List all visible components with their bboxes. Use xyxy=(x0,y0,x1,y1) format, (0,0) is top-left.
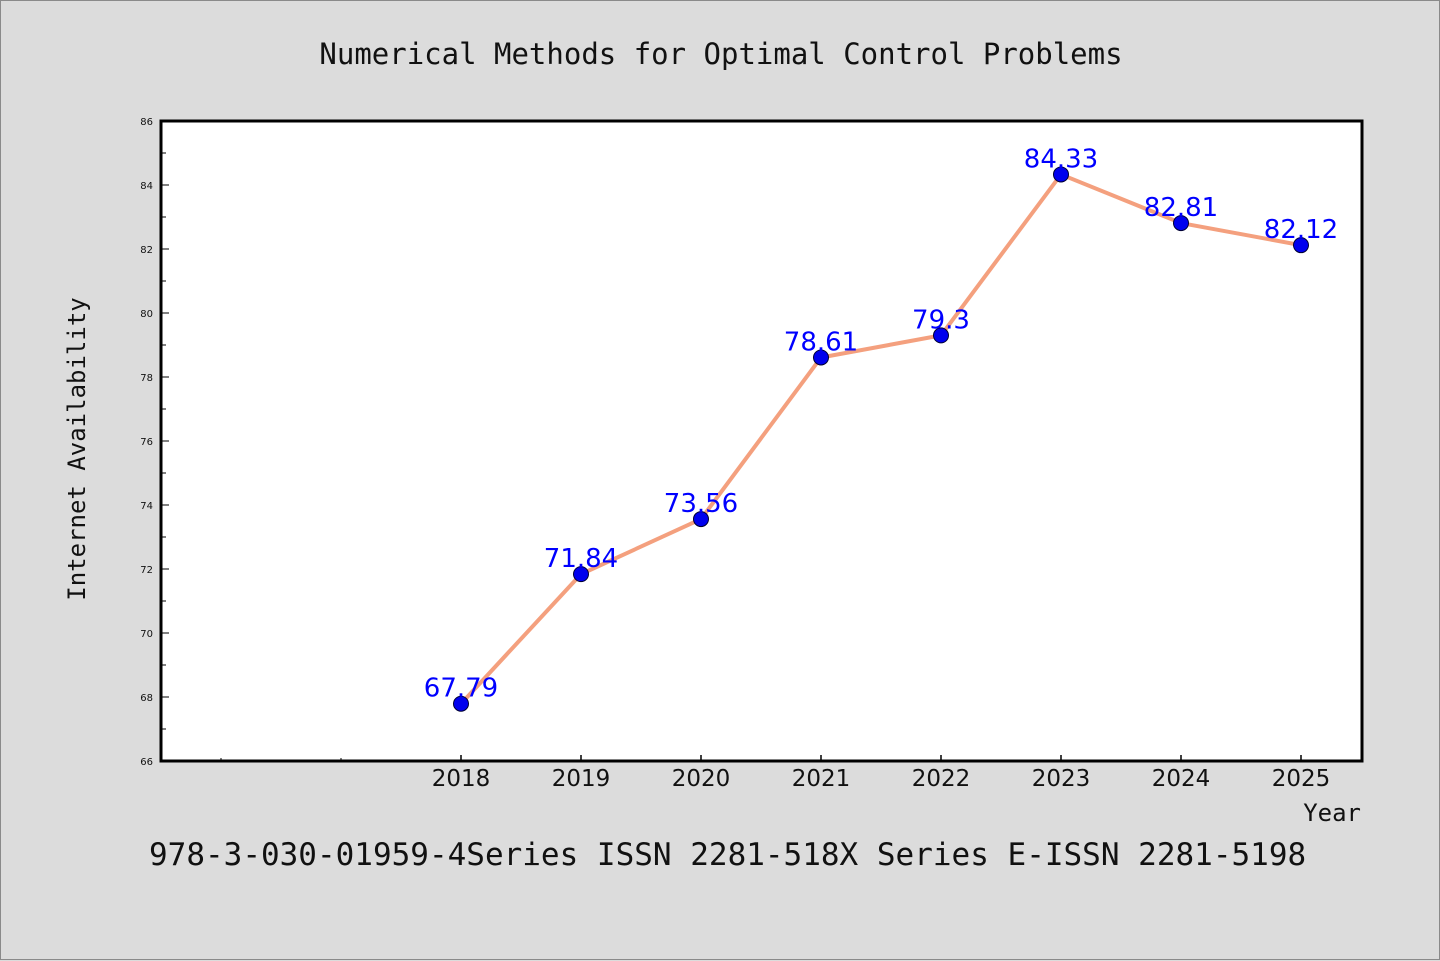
series-group: 67.79 71.84 73.56 78.61 79.3 84.33 82.81 82.12 xyxy=(424,144,1338,712)
data-point-marker xyxy=(813,349,829,366)
chart-title: Numerical Methods for Optimal Control Pr… xyxy=(319,37,1122,71)
x-tick-label: 2025 xyxy=(1272,766,1331,792)
y-tick-label: 78 xyxy=(140,373,153,384)
y-tick-label: 66 xyxy=(140,757,153,768)
y-tick-label: 72 xyxy=(140,565,153,576)
y-axis-label: Internet Availability xyxy=(63,297,91,600)
y-tick-label: 84 xyxy=(140,181,153,192)
data-point-marker xyxy=(1293,237,1309,254)
data-label: 82.81 xyxy=(1144,193,1218,223)
x-tick-label: 2023 xyxy=(1032,766,1091,792)
x-axis: 2018 2019 2020 2021 2022 2023 2024 2025 xyxy=(220,755,1331,792)
data-label: 71.84 xyxy=(544,544,618,574)
data-label: 79.3 xyxy=(912,305,970,335)
data-point-marker xyxy=(1053,166,1069,183)
y-tick-label: 70 xyxy=(140,629,153,640)
series-line xyxy=(459,172,1302,706)
y-tick-label: 80 xyxy=(140,309,153,320)
data-label: 78.61 xyxy=(784,327,858,357)
x-tick-label: 2018 xyxy=(432,766,491,792)
data-point-marker xyxy=(573,566,589,583)
plot-area xyxy=(159,119,1364,763)
y-tick-label: 82 xyxy=(140,245,153,256)
x-tick-label: 2022 xyxy=(912,766,971,792)
data-point-marker xyxy=(933,327,949,344)
y-tick-label: 86 xyxy=(140,117,153,128)
y-tick-label: 76 xyxy=(140,437,153,448)
x-tick-label: 2020 xyxy=(672,766,731,792)
data-point-marker xyxy=(1173,215,1189,232)
footer-issn-text: 978-3-030-01959-4Series ISSN 2281-518X S… xyxy=(149,837,1306,873)
y-tick-label: 68 xyxy=(140,693,153,704)
data-label: 67.79 xyxy=(424,674,498,704)
data-label: 73.56 xyxy=(664,489,738,519)
y-axis: 66 68 70 72 74 76 78 80 82 84 86 xyxy=(140,117,169,768)
x-tick-label: 2021 xyxy=(792,766,851,792)
data-point-marker xyxy=(693,511,709,528)
y-tick-label: 74 xyxy=(140,501,153,512)
x-axis-label: Year xyxy=(1303,799,1361,827)
data-label: 82.12 xyxy=(1264,215,1338,245)
data-point-marker xyxy=(453,695,469,712)
x-tick-label: 2019 xyxy=(552,766,611,792)
data-label: 84.33 xyxy=(1024,144,1098,174)
x-tick-label: 2024 xyxy=(1152,766,1211,792)
